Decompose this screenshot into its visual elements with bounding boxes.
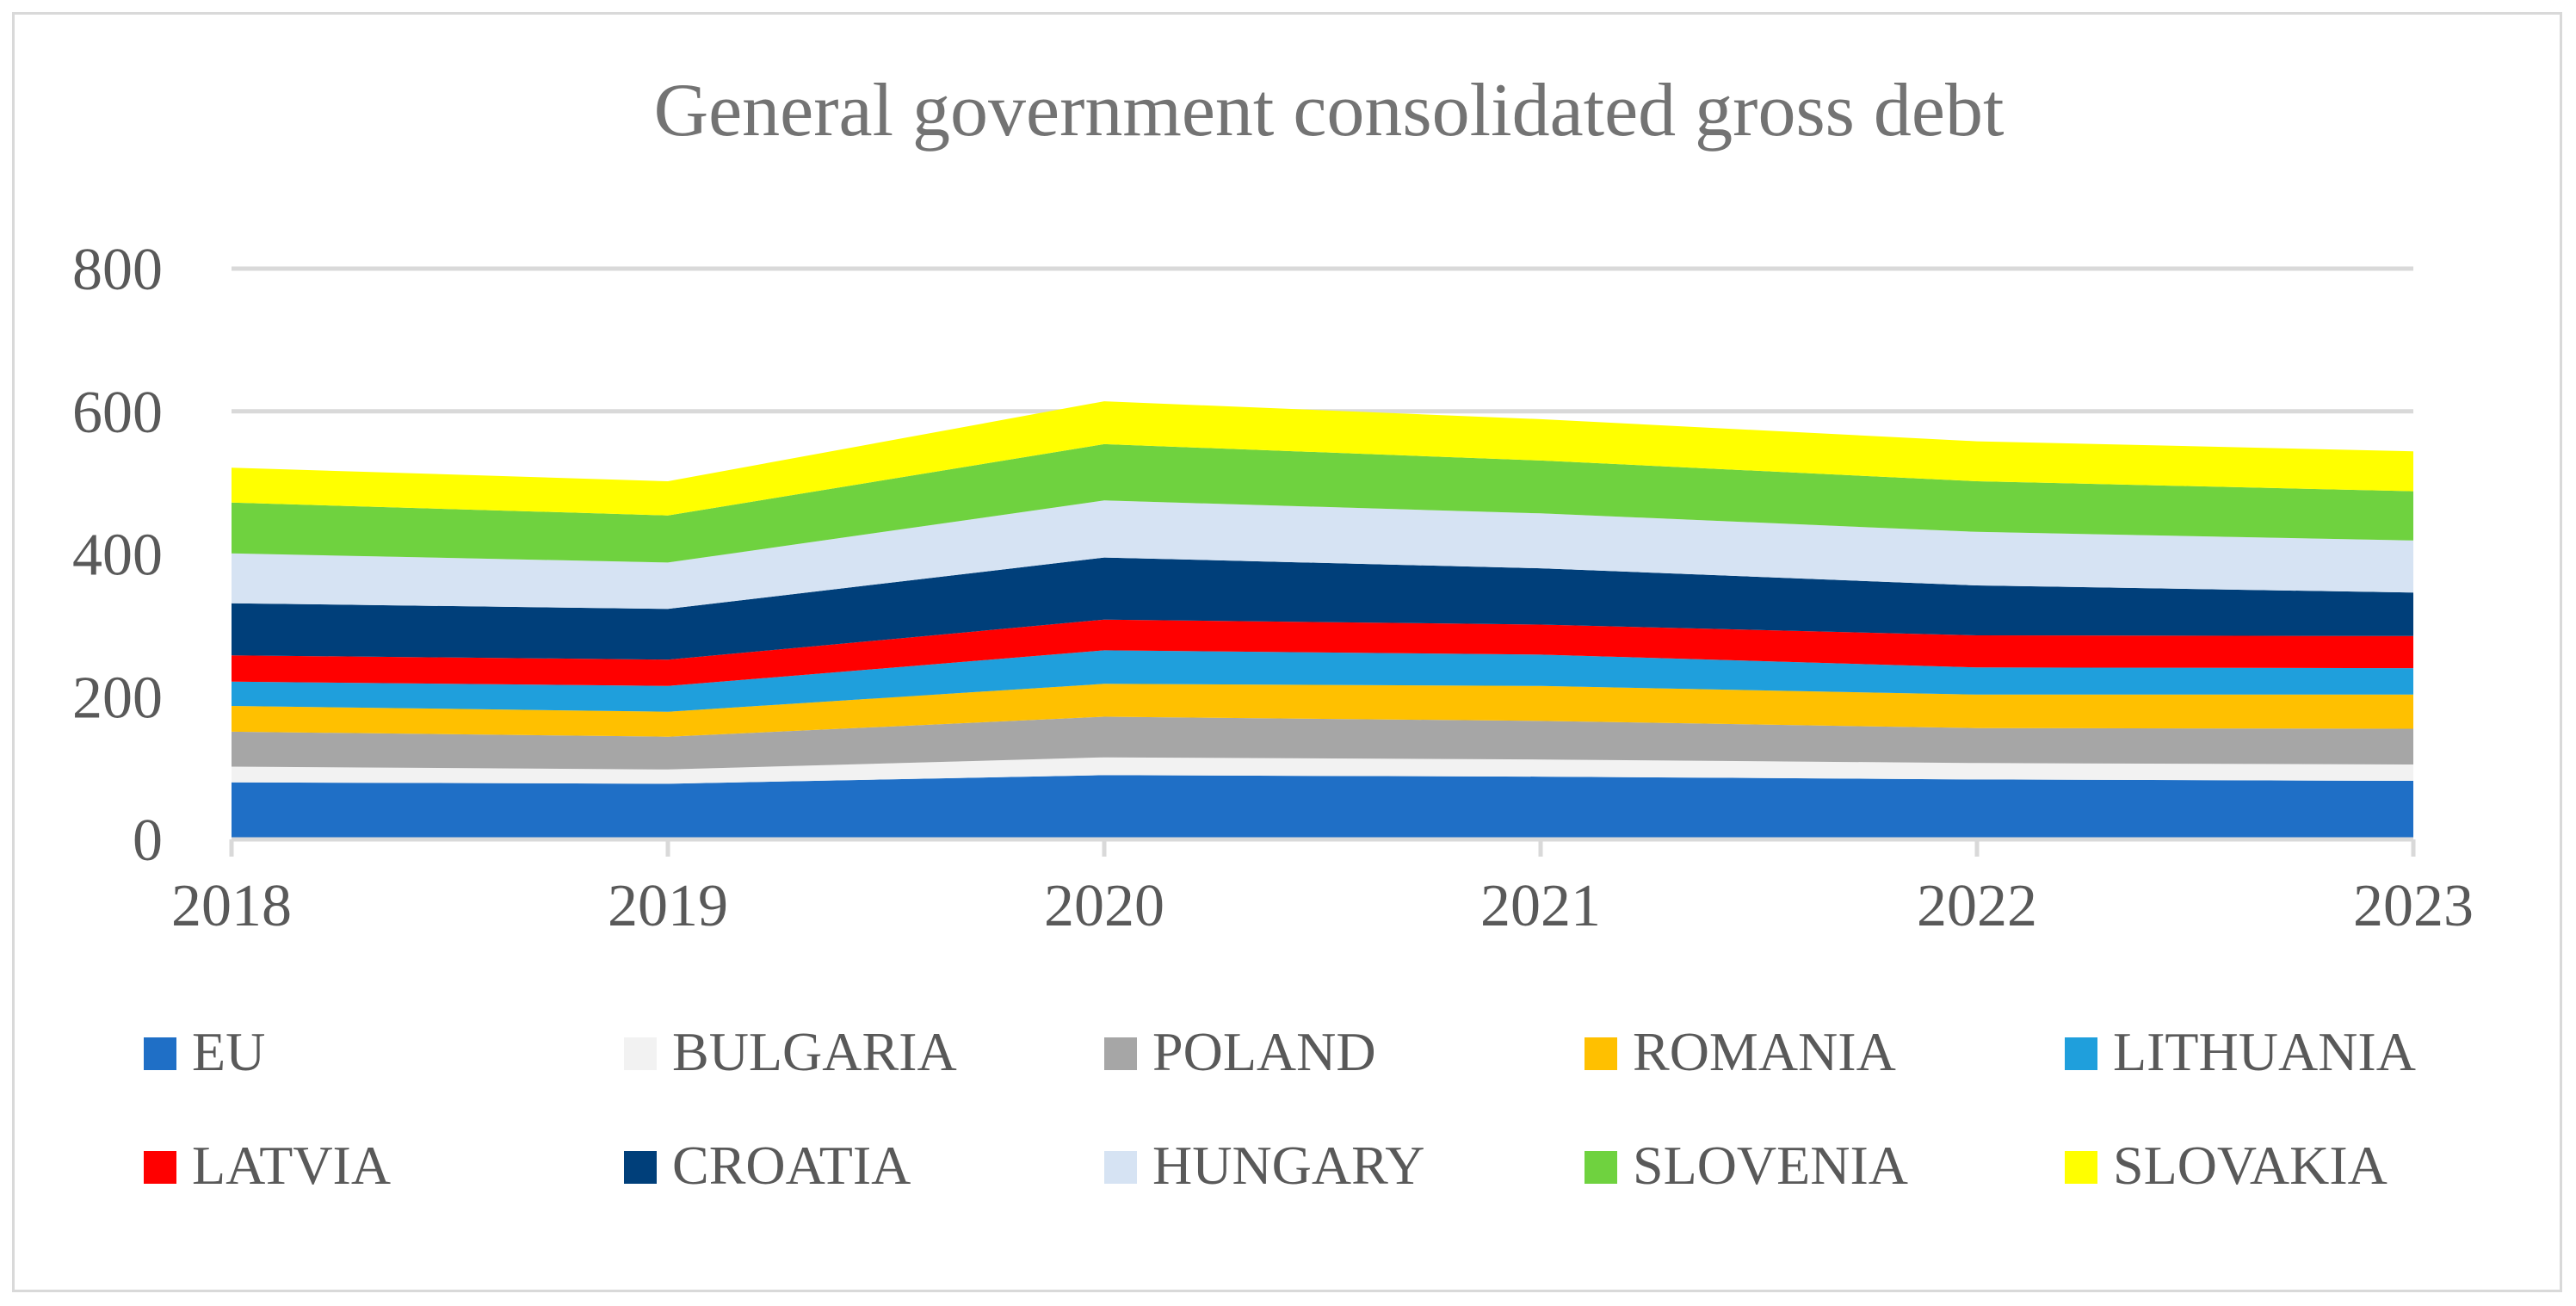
legend-swatch xyxy=(144,1151,176,1184)
area-bulgaria xyxy=(232,757,2413,784)
x-tick-label: 2019 xyxy=(608,873,728,939)
area-slovakia xyxy=(232,401,2413,516)
legend-item-romania: ROMANIA xyxy=(1585,1021,1896,1082)
legend-item-hungary: HUNGARY xyxy=(1104,1135,1424,1196)
legend-swatch xyxy=(144,1037,176,1070)
legend-item-slovenia: SLOVENIA xyxy=(1585,1135,1908,1196)
y-tick-label: 800 xyxy=(72,237,163,303)
chart-title: General government consolidated gross de… xyxy=(654,69,2005,152)
legend-label: BULGARIA xyxy=(672,1021,957,1082)
area-hungary xyxy=(232,500,2413,610)
x-tick-label: 2020 xyxy=(1044,873,1164,939)
chart-frame: General government consolidated gross de… xyxy=(12,12,2562,1292)
legend-item-lithuania: LITHUANIA xyxy=(2065,1021,2416,1082)
legend-label: ROMANIA xyxy=(1633,1021,1896,1082)
area-lithuania xyxy=(232,650,2413,712)
legend-swatch xyxy=(1104,1151,1137,1184)
legend-item-eu: EU xyxy=(144,1021,265,1082)
legend-swatch xyxy=(2065,1037,2097,1070)
legend-label: LITHUANIA xyxy=(2113,1021,2416,1082)
legend-item-bulgaria: BULGARIA xyxy=(624,1021,957,1082)
y-tick-label: 400 xyxy=(72,523,163,589)
legend-swatch xyxy=(2065,1151,2097,1184)
area-latvia xyxy=(232,619,2413,686)
legend-label: EU xyxy=(192,1021,265,1082)
legend-swatch xyxy=(1104,1037,1137,1070)
area-romania xyxy=(232,684,2413,737)
legend-swatch xyxy=(1585,1037,1617,1070)
x-tick-label: 2021 xyxy=(1480,873,1601,939)
y-tick-label: 600 xyxy=(72,380,163,446)
legend-label: SLOVENIA xyxy=(1633,1135,1908,1196)
legend: EU BULGARIA POLAND ROMANIA LITHUANIA LATVIA CR… xyxy=(144,1021,2416,1196)
area-poland xyxy=(232,716,2413,770)
y-tick-label: 0 xyxy=(133,808,163,874)
legend-item-latvia: LATVIA xyxy=(144,1135,391,1196)
legend-swatch xyxy=(624,1151,657,1184)
legend-label: POLAND xyxy=(1152,1021,1376,1082)
legend-label: CROATIA xyxy=(672,1135,911,1196)
area-slovenia xyxy=(232,443,2413,563)
legend-label: HUNGARY xyxy=(1152,1135,1424,1196)
legend-item-croatia: CROATIA xyxy=(624,1135,911,1196)
legend-item-slovakia: SLOVAKIA xyxy=(2065,1135,2388,1196)
legend-swatch xyxy=(1585,1151,1617,1184)
legend-label: SLOVAKIA xyxy=(2113,1135,2388,1196)
plot-areas xyxy=(232,401,2413,839)
axes: 0 200 400 600 800 2018 2019 2020 2021 2022 2023 xyxy=(72,237,2474,939)
x-tick-label: 2018 xyxy=(171,873,292,939)
area-eu xyxy=(232,775,2413,839)
legend-label: LATVIA xyxy=(192,1135,391,1196)
x-tick-label: 2022 xyxy=(1917,873,2037,939)
area-croatia xyxy=(232,557,2413,660)
y-tick-label: 200 xyxy=(72,665,163,731)
x-tick-label: 2023 xyxy=(2353,873,2474,939)
legend-item-poland: POLAND xyxy=(1104,1021,1376,1082)
chart-canvas: General government consolidated gross de… xyxy=(72,69,2474,1196)
legend-swatch xyxy=(624,1037,657,1070)
